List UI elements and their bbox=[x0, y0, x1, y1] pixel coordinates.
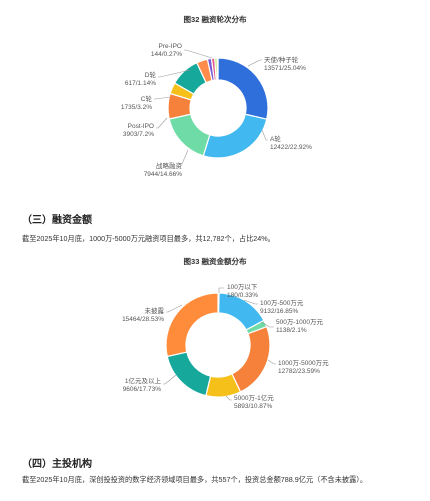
chart2-label-3-line1: 1000万-5000万元 bbox=[278, 359, 329, 367]
chart1-slice-1 bbox=[202, 113, 268, 159]
chart1-label-line-4 bbox=[154, 96, 171, 100]
chart2-label-0-line1: 100万以下 bbox=[227, 283, 258, 291]
chart1-label-5-line2: 617/1.14% bbox=[125, 80, 156, 87]
chart1-label-6-line2: 144/0.27% bbox=[151, 51, 182, 58]
chart2-label-1-line1: 100万-500万元 bbox=[260, 299, 304, 307]
chart1-label-5-line1: D轮 bbox=[145, 70, 157, 79]
chart1-title: 图32 融资轮次分布 bbox=[183, 15, 247, 24]
chart1-label-line-3 bbox=[156, 117, 168, 129]
chart2-label-6-line1: 未披露 bbox=[145, 306, 165, 315]
chart2-label-0-line2: 180/0.33% bbox=[227, 292, 258, 299]
chart1-label-4-line1: C轮 bbox=[141, 94, 153, 103]
chart1-label-6-line1: Pre-IPO bbox=[159, 43, 182, 50]
chart1-slice-2 bbox=[168, 113, 211, 157]
chart2-slice-3 bbox=[231, 325, 271, 393]
chart2-label-line-1 bbox=[243, 299, 258, 305]
chart2-title: 图33 融资金额分布 bbox=[183, 257, 247, 266]
chart1-label-4-line2: 1735/3.2% bbox=[121, 104, 152, 111]
chart2-label-line-6 bbox=[166, 304, 183, 313]
chart1-label-1-line2: 12422/22.92% bbox=[270, 144, 312, 151]
chart2-label-1-line2: 9132/16.85% bbox=[260, 308, 299, 315]
chart2-label-line-2 bbox=[260, 321, 274, 328]
chart1-label-line-2 bbox=[180, 149, 189, 165]
chart1-slice-0 bbox=[217, 57, 269, 120]
chart2-label-line-0 bbox=[218, 287, 224, 293]
section4-text: 截至2025年10月底，深创投投资的数字经济领域项目最多，共557个，投资总金额… bbox=[22, 475, 368, 484]
chart2-label-line-5 bbox=[163, 374, 177, 385]
chart2-label-5-line1: 1亿元及以上 bbox=[125, 376, 162, 385]
chart1-label-2-line1: 战略融资 bbox=[156, 161, 183, 170]
chart1-label-3-line2: 3903/7.2% bbox=[123, 131, 154, 138]
chart1-slice-10 bbox=[216, 57, 219, 81]
chart1-label-line-1 bbox=[261, 129, 268, 141]
section4-heading: （四）主投机构 bbox=[22, 459, 92, 470]
chart2-label-4-line1: 5000万-1亿元 bbox=[234, 393, 274, 402]
chart2-label-4-line2: 5893/10.87% bbox=[234, 403, 273, 410]
chart1-label-2-line2: 7944/14.66% bbox=[144, 171, 183, 178]
chart1-label-1-line1: A轮 bbox=[270, 134, 281, 143]
chart2-slice-5 bbox=[166, 351, 212, 397]
chart2-label-line-3 bbox=[267, 359, 276, 365]
chart2-label-6-line2: 15464/28.53% bbox=[122, 316, 164, 323]
chart1-label-0-line1: 天使/种子轮 bbox=[264, 55, 299, 64]
chart2-label-3-line2: 12782/23.59% bbox=[278, 368, 320, 375]
section3-heading: （三）融资金额 bbox=[22, 215, 92, 226]
chart1-label-line-0 bbox=[247, 59, 262, 67]
chart1-label-0-line2: 13571/25.04% bbox=[264, 65, 306, 72]
chart1-label-line-6 bbox=[184, 49, 213, 59]
section3-text: 截至2025年10月底，1000万-5000万元融资项目最多，共12,782个，… bbox=[22, 234, 275, 243]
chart1-label-line-5 bbox=[158, 69, 191, 78]
chart2-label-2-line1: 500万-1000万元 bbox=[276, 318, 323, 326]
chart1-label-3-line1: Post-IPO bbox=[128, 123, 154, 130]
chart2-slice-6 bbox=[165, 292, 219, 358]
chart2-label-line-4 bbox=[225, 395, 232, 401]
chart2-label-5-line2: 9606/17.73% bbox=[123, 386, 162, 393]
chart2-label-2-line2: 1138/2.1% bbox=[276, 327, 307, 334]
